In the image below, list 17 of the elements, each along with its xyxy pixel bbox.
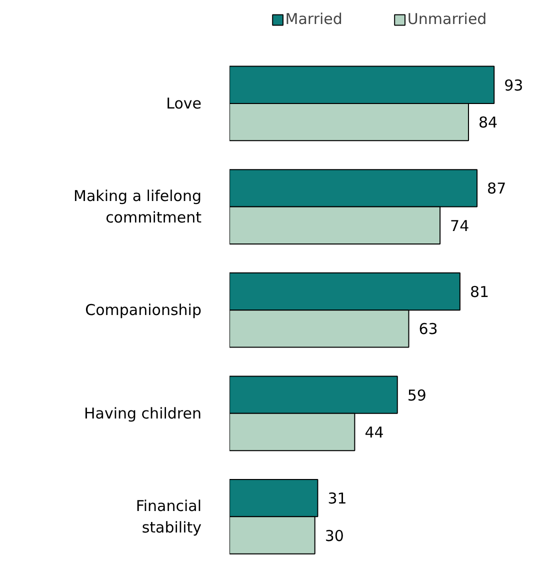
data-label: 74 (450, 216, 470, 235)
data-label: 59 (407, 386, 426, 404)
data-label: 81 (470, 282, 490, 301)
legend-label: Unmarried (407, 10, 487, 28)
data-label: 87 (487, 180, 506, 198)
y-tick-label: Having children (84, 404, 202, 422)
data-label: 30 (324, 526, 344, 545)
data-label: 84 (478, 114, 498, 132)
y-tick-label: Companionship (85, 301, 202, 320)
data-label: 31 (328, 490, 347, 508)
data-label: 44 (364, 423, 384, 442)
legend-label: Married (285, 10, 342, 28)
y-tick-label: Financial stability (136, 496, 202, 536)
y-tick-label: Making a lifelong commitment (74, 186, 202, 227)
y-tick-label: Love (166, 94, 202, 112)
data-label: 93 (504, 76, 524, 94)
data-label: 63 (418, 320, 438, 338)
